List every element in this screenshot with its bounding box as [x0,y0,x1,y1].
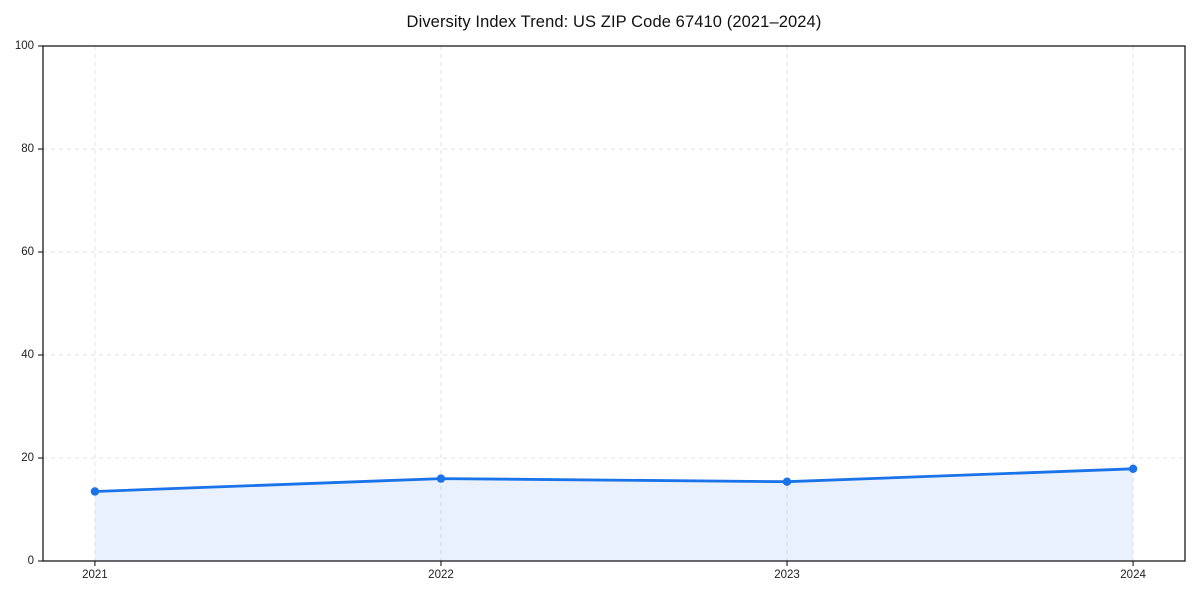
y-tick-label: 20 [21,452,34,464]
x-tick-label: 2022 [428,569,454,581]
x-tick-label: 2023 [774,569,800,581]
y-tick-label: 80 [21,143,34,155]
y-tick-label: 0 [28,555,34,567]
data-point-marker [782,477,792,486]
x-tick-label: 2024 [1120,569,1146,581]
trend-line [93,467,1135,493]
plot-border [42,45,1186,562]
area-fill [94,468,1134,561]
chart-title: Diversity Index Trend: US ZIP Code 67410… [406,13,822,31]
x-tick-label: 2021 [82,569,108,581]
y-tick-label: 60 [21,246,34,258]
y-tick-label: 40 [21,349,34,361]
data-point-marker [90,487,100,496]
data-point-marker [1128,464,1138,474]
data-point-marker [436,474,446,483]
y-tick-label: 100 [15,40,34,52]
